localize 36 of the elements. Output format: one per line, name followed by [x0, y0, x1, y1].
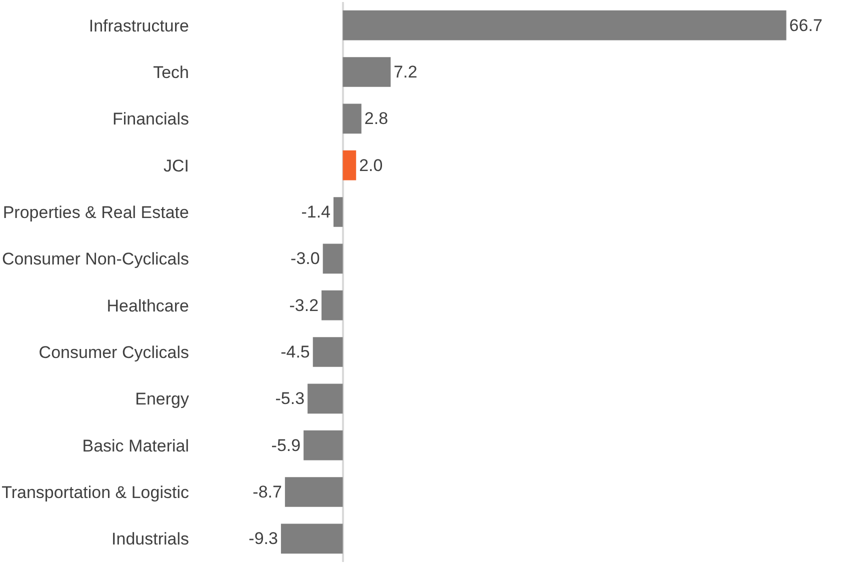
data-label: 2.0 — [359, 156, 383, 175]
data-label: 2.8 — [364, 109, 388, 128]
data-label: 66.7 — [789, 16, 822, 35]
bar — [322, 244, 343, 274]
y-tick-label: Basic Material — [82, 436, 189, 456]
y-tick-label: JCI — [164, 156, 189, 176]
y-tick-label: Transportation & Logistic — [2, 482, 190, 502]
data-label: -9.3 — [248, 529, 278, 548]
bar — [312, 337, 343, 367]
bar — [322, 290, 343, 320]
y-tick-label: Properties & Real Estate — [2, 202, 189, 222]
y-tick-label: Financials — [112, 110, 189, 129]
y-tick-label: Consumer Cyclicals — [38, 342, 189, 362]
bar — [304, 430, 343, 460]
bar — [342, 57, 391, 87]
bar — [308, 384, 343, 414]
data-label: -3.0 — [290, 249, 320, 268]
bar — [342, 150, 356, 180]
data-label: -8.7 — [252, 482, 282, 502]
bar — [333, 197, 343, 227]
data-label: -1.4 — [301, 202, 330, 222]
y-tick-label: Consumer Non-Cyclicals — [2, 250, 189, 269]
data-label: -5.9 — [271, 436, 301, 455]
bar — [284, 477, 343, 507]
data-label: -3.2 — [289, 296, 319, 315]
bar — [342, 104, 362, 134]
y-tick-label: Infrastructure — [88, 16, 189, 36]
bar — [280, 524, 343, 554]
y-tick-label: Industrials — [112, 530, 189, 549]
bar — [342, 10, 786, 40]
y-tick-label: Healthcare — [106, 296, 189, 316]
y-tick-label: Tech — [153, 62, 189, 82]
data-label: -4.5 — [280, 342, 310, 362]
data-label: -5.3 — [275, 389, 305, 408]
y-tick-label: Energy — [135, 390, 190, 409]
data-label: 7.2 — [394, 62, 418, 82]
